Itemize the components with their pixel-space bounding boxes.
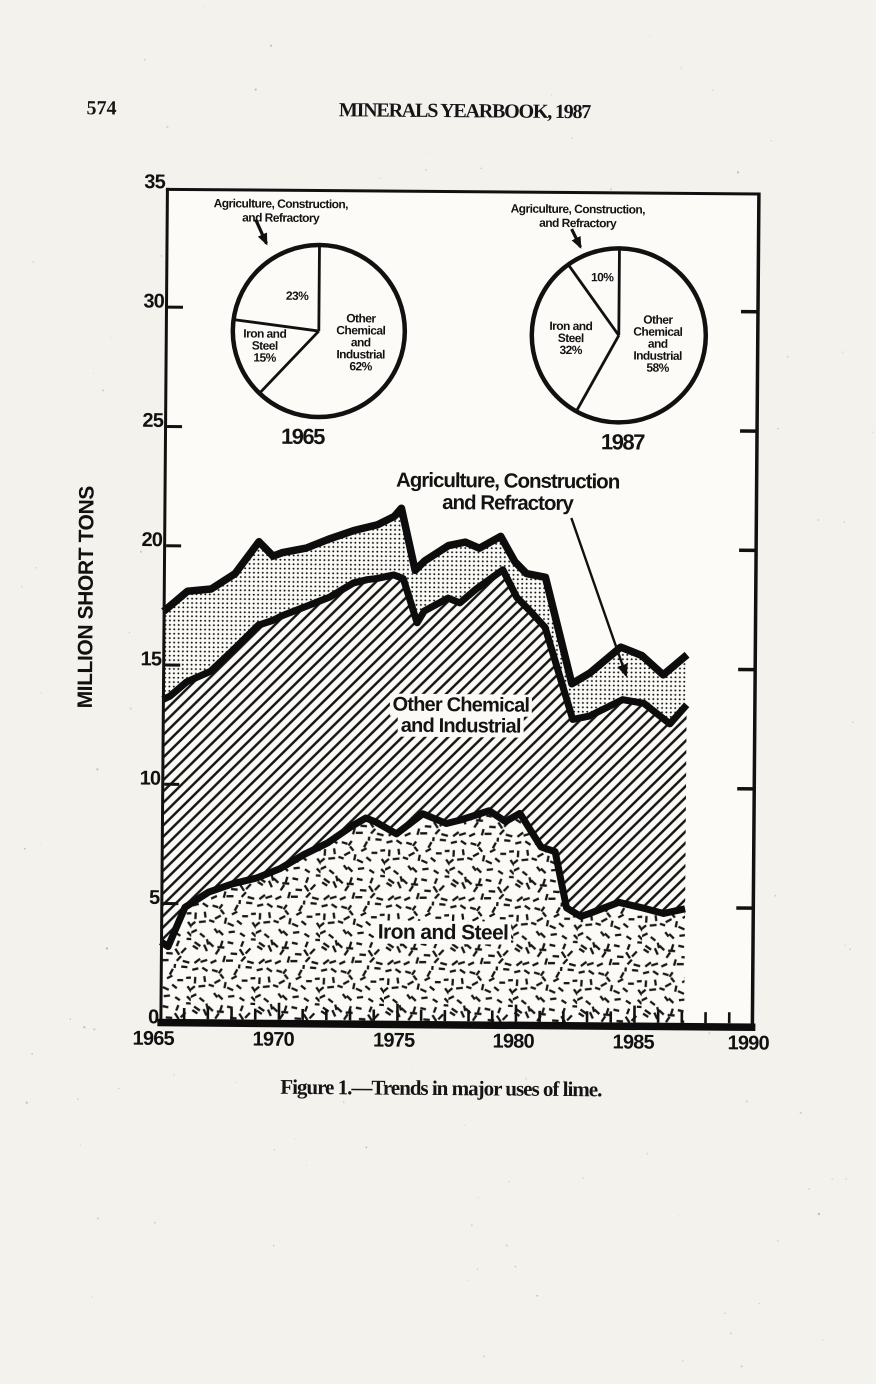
svg-text:35: 35 xyxy=(144,171,165,193)
svg-text:0: 0 xyxy=(148,1006,159,1028)
svg-text:1990: 1990 xyxy=(727,1032,769,1054)
svg-text:30: 30 xyxy=(143,290,164,312)
svg-text:1975: 1975 xyxy=(373,1030,415,1052)
svg-text:1980: 1980 xyxy=(493,1030,535,1052)
svg-text:15: 15 xyxy=(140,648,161,670)
svg-text:25: 25 xyxy=(142,410,163,432)
svg-text:1965: 1965 xyxy=(133,1028,175,1050)
svg-text:MILLION SHORT TONS: MILLION SHORT TONS xyxy=(74,486,99,709)
svg-text:5: 5 xyxy=(149,887,160,909)
svg-text:1970: 1970 xyxy=(253,1029,295,1051)
svg-text:10: 10 xyxy=(140,768,161,790)
svg-text:1985: 1985 xyxy=(613,1031,655,1053)
svg-text:20: 20 xyxy=(141,529,162,551)
